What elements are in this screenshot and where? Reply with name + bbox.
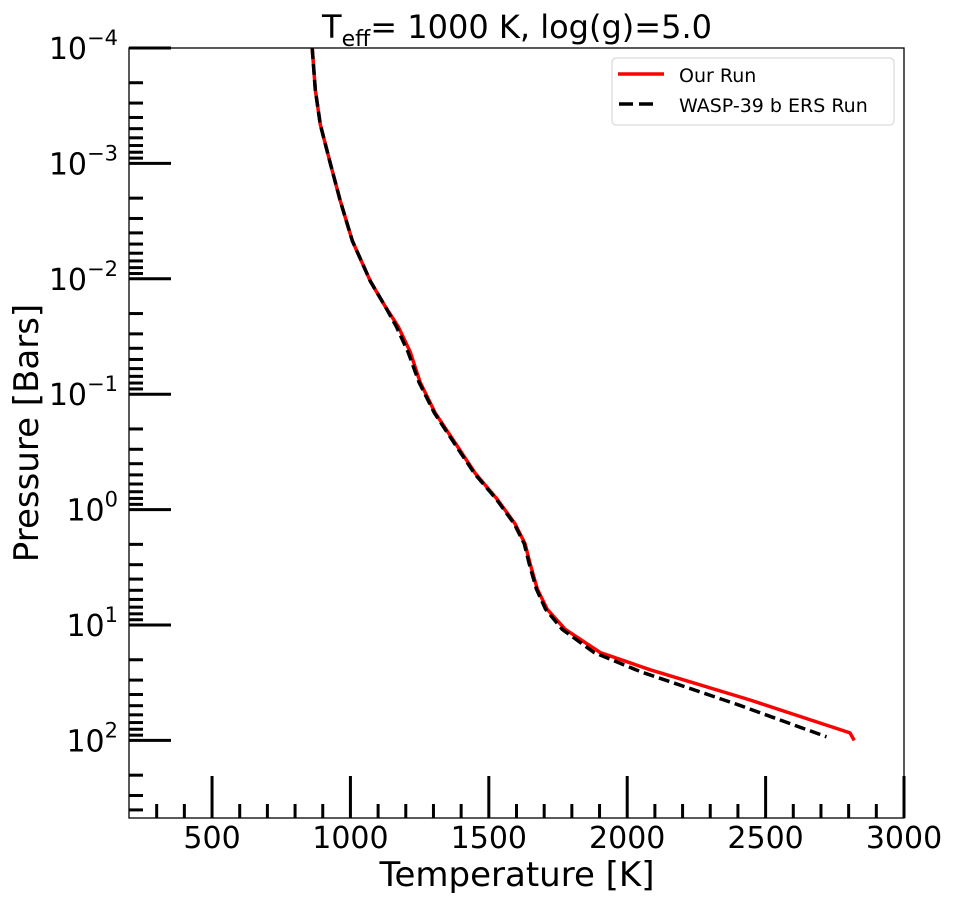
y-tick-label: 10−4 xyxy=(49,26,118,67)
y-tick-label: 100 xyxy=(66,488,118,529)
y-tick-label: 10−1 xyxy=(49,372,118,413)
x-tick-label: 1000 xyxy=(312,821,388,856)
y-tick-label: 102 xyxy=(66,718,118,759)
x-tick-label: 500 xyxy=(183,821,240,856)
y-axis-tick-labels: 10−4 10−3 10−2 10−1 100 101 102 xyxy=(49,26,118,759)
x-axis-label: Temperature [K] xyxy=(378,855,654,895)
y-axis-ticks xyxy=(129,46,171,812)
plot-area xyxy=(128,47,905,819)
legend-box xyxy=(611,57,895,126)
x-tick-label: 1500 xyxy=(451,821,527,856)
legend-ers-run-label: WASP-39 b ERS Run xyxy=(679,95,868,117)
x-tick-label: 2000 xyxy=(589,821,665,856)
y-tick-label: 10−2 xyxy=(49,257,118,298)
series-wasp39b-ers-line xyxy=(310,47,828,739)
chart-title: Teff= 1000 K, log(g)=5.0 xyxy=(321,8,712,52)
x-axis-tick-labels: 500 1000 1500 2000 2500 3000 xyxy=(183,821,942,856)
legend-our-run-label: Our Run xyxy=(679,65,756,87)
y-axis-label: Pressure [Bars] xyxy=(7,304,47,562)
x-axis-ticks xyxy=(155,776,906,818)
series-our-run-line xyxy=(310,47,856,742)
x-tick-label: 2500 xyxy=(727,821,803,856)
legend: Our Run WASP-39 b ERS Run xyxy=(611,57,895,126)
y-tick-label: 10−3 xyxy=(49,141,118,182)
x-tick-label: 3000 xyxy=(866,821,942,856)
y-tick-label: 101 xyxy=(66,603,118,644)
